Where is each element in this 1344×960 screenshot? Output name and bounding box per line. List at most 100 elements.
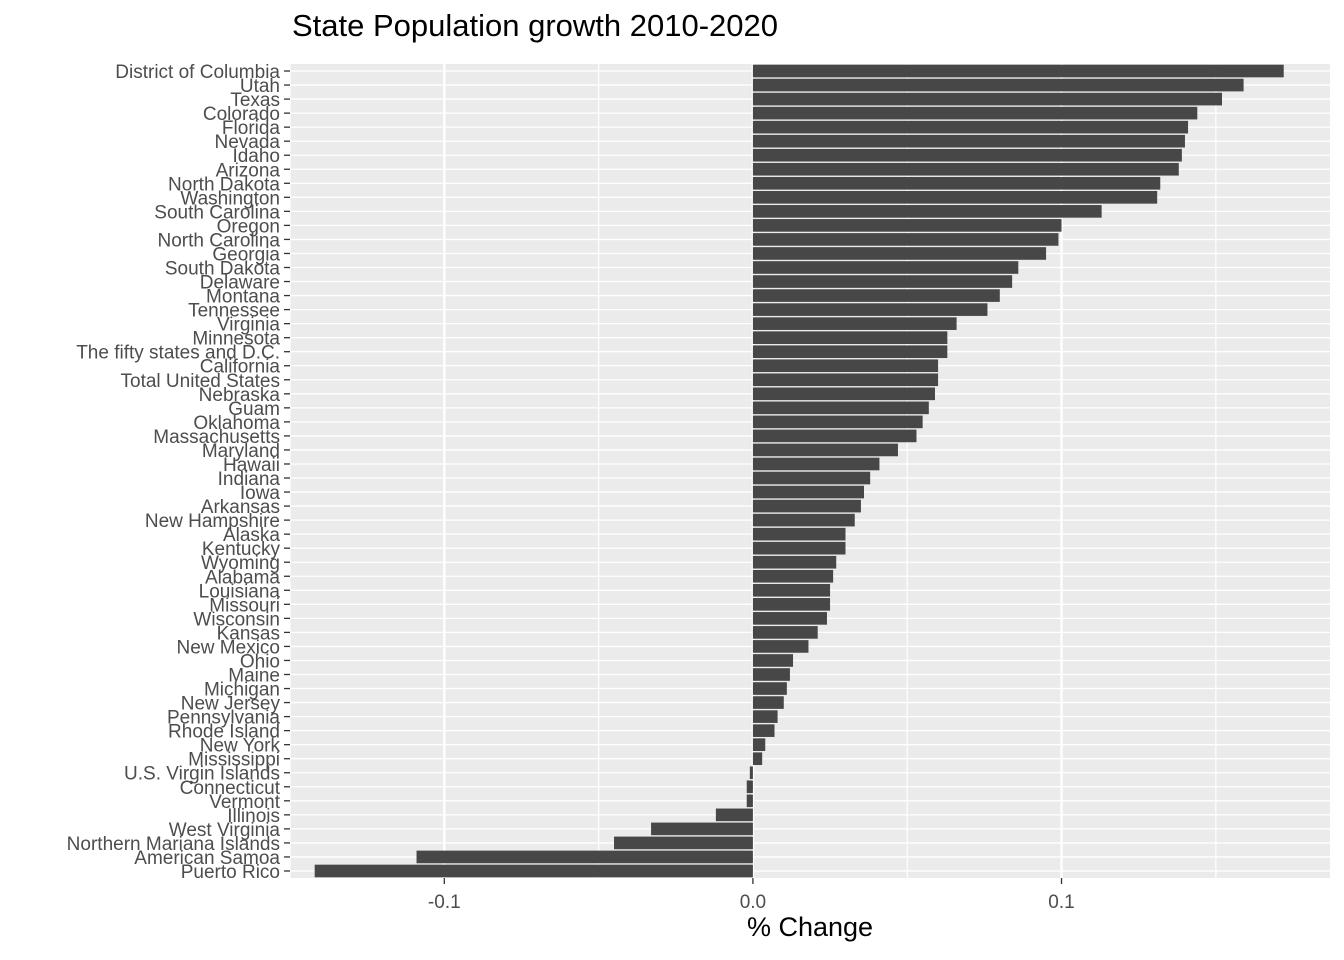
- y-tick-label: American Samoa: [134, 848, 280, 869]
- y-tick-label: California: [200, 357, 281, 378]
- bar: [752, 92, 1222, 106]
- y-tick-label: Montana: [206, 287, 280, 308]
- y-tick-label: South Dakota: [165, 259, 281, 280]
- y-tick-label: Louisiana: [199, 581, 281, 602]
- y-tick-label: Connecticut: [180, 778, 281, 799]
- bar: [752, 303, 988, 316]
- bar: [752, 219, 1062, 232]
- bar: [746, 780, 753, 794]
- bar: [416, 850, 753, 864]
- y-tick-label: U.S. Virgin Islands: [124, 764, 280, 785]
- bar: [752, 527, 846, 541]
- bar: [752, 289, 1000, 302]
- y-tick-label: South Carolina: [154, 202, 280, 223]
- y-tick-label: New Mexico: [177, 637, 280, 658]
- bar: [752, 233, 1059, 246]
- x-axis: -0.1 0.0 0.1: [428, 878, 1075, 913]
- bar: [752, 317, 957, 330]
- y-tick-label: Illinois: [227, 806, 280, 827]
- y-tick-label: Ohio: [240, 651, 280, 672]
- y-tick-label: Massachusetts: [153, 427, 280, 448]
- y-tick-label: Alaska: [223, 525, 280, 546]
- bar: [752, 387, 935, 401]
- y-tick-label: Oklahoma: [193, 413, 280, 434]
- bar: [749, 766, 753, 780]
- y-tick-label: Pennsylvania: [167, 708, 280, 729]
- bar: [752, 752, 763, 766]
- bar: [752, 485, 865, 499]
- bar: [752, 134, 1185, 148]
- y-tick-label: Nevada: [215, 132, 281, 153]
- bar: [752, 612, 827, 625]
- bar: [752, 682, 787, 695]
- y-tick-label: North Carolina: [158, 230, 281, 251]
- bar: [752, 64, 1284, 78]
- bar: [752, 443, 898, 457]
- bar: [752, 148, 1182, 162]
- y-tick-label: Wisconsin: [193, 609, 280, 630]
- y-tick-label: Delaware: [200, 273, 280, 294]
- bar: [752, 359, 939, 373]
- bar: [752, 626, 818, 639]
- bar: [752, 499, 861, 513]
- bar: [752, 513, 855, 527]
- y-tick-label: Utah: [240, 76, 280, 97]
- y-tick-label: Indiana: [218, 469, 281, 490]
- y-tick-label: Oregon: [217, 216, 280, 237]
- bar: [752, 710, 778, 723]
- bar: [752, 724, 775, 737]
- bar: [752, 176, 1161, 190]
- y-tick-label: Puerto Rico: [181, 862, 280, 883]
- y-tick-label: Minnesota: [192, 329, 280, 350]
- bar: [614, 836, 753, 850]
- bar: [752, 696, 784, 709]
- bar: [752, 247, 1047, 260]
- y-tick-label: New York: [200, 736, 281, 757]
- y-tick-label: Maryland: [202, 441, 280, 462]
- y-tick-label: New Jersey: [181, 694, 281, 715]
- y-tick-label: Tennessee: [188, 301, 280, 322]
- y-tick-label: Virginia: [217, 315, 280, 336]
- y-tick-label: Michigan: [204, 680, 280, 701]
- bar: [752, 569, 834, 583]
- bar: [651, 822, 753, 836]
- y-tick-label: Hawaii: [223, 455, 280, 476]
- y-tick-label: Idaho: [232, 146, 280, 167]
- y-tick-label: Nebraska: [199, 385, 281, 406]
- bar: [752, 120, 1189, 134]
- y-tick-label: Rhode Island: [168, 722, 280, 743]
- bar: [752, 331, 948, 344]
- y-axis: District of ColumbiaUtahTexasColoradoFlo…: [67, 62, 290, 883]
- bar: [752, 275, 1013, 288]
- bar: [752, 471, 871, 485]
- bar: [752, 429, 917, 443]
- y-tick-label: Washington: [180, 188, 280, 209]
- y-tick-label: Northern Mariana Islands: [67, 834, 280, 855]
- bar: [752, 668, 790, 681]
- bar: [752, 598, 831, 611]
- chart-title: State Population growth 2010-2020: [292, 8, 779, 43]
- y-tick-label: West Virginia: [169, 820, 281, 841]
- y-tick-label: Maine: [228, 666, 280, 687]
- bar: [314, 864, 753, 878]
- bar: [752, 541, 846, 555]
- bar: [752, 345, 948, 359]
- bar: [752, 373, 939, 387]
- y-tick-label: Missouri: [209, 595, 280, 616]
- x-tick-label: 0.1: [1048, 892, 1074, 913]
- bar: [752, 205, 1102, 218]
- y-tick-label: New Hampshire: [145, 511, 280, 532]
- y-tick-label: Kentucky: [202, 539, 281, 560]
- y-tick-label: District of Columbia: [115, 62, 280, 83]
- y-tick-label: Kansas: [217, 623, 280, 644]
- y-tick-label: Vermont: [209, 792, 280, 813]
- y-tick-label: The fifty states and D.C.: [76, 343, 280, 364]
- bar: [752, 555, 837, 569]
- y-tick-label: Iowa: [240, 483, 281, 504]
- bars: [314, 64, 1284, 878]
- bar: [752, 738, 766, 751]
- bar: [752, 401, 929, 415]
- bar: [752, 191, 1158, 204]
- y-tick-label: Total United States: [121, 371, 280, 392]
